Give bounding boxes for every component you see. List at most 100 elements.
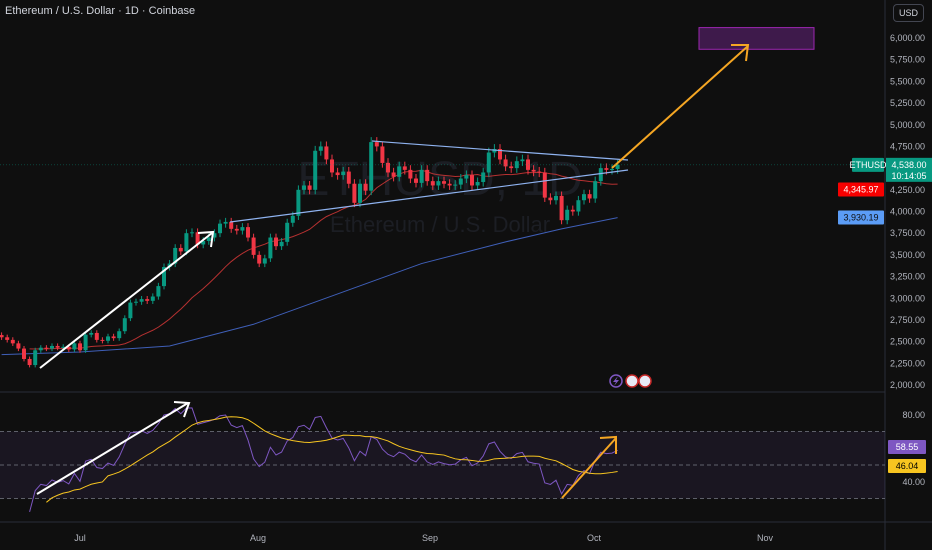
candle: [184, 229, 189, 256]
candle-body: [195, 232, 200, 245]
candle: [475, 177, 480, 190]
lightning-glyph: [613, 376, 619, 386]
candle-body: [492, 149, 497, 153]
candle: [537, 166, 542, 178]
candle-body: [50, 345, 54, 349]
candle-body: [324, 146, 329, 160]
candle: [268, 233, 273, 262]
candle-body: [27, 358, 32, 366]
candle-body: [139, 299, 144, 302]
rsi-badge-bg: [888, 440, 926, 454]
candle: [145, 296, 150, 304]
price-tick-label: 5,500.00: [890, 76, 925, 86]
candle: [548, 193, 553, 205]
candle-body: [386, 162, 390, 173]
candle-body: [66, 346, 71, 350]
candle-body: [201, 240, 206, 245]
last-price-badge: 4,538.00: [891, 160, 926, 170]
rsi-ma-badge: 46.04: [896, 461, 919, 471]
candle: [587, 189, 592, 203]
candle-body: [246, 227, 250, 238]
candle-body: [44, 347, 49, 349]
candle-body: [464, 175, 469, 179]
candle: [610, 164, 614, 175]
candle-body: [128, 302, 133, 319]
currency-button[interactable]: USD: [892, 4, 924, 22]
time-tick-label: Sep: [422, 533, 438, 543]
candle: [363, 179, 368, 196]
symbol-badge: ETHUSD: [849, 160, 887, 170]
price-tick-label: 2,250.00: [890, 358, 925, 368]
candle-body: [313, 150, 318, 190]
candle-body: [537, 171, 542, 173]
candle: [33, 347, 38, 368]
candle: [0, 332, 4, 340]
candle-body: [318, 146, 323, 151]
candle: [150, 293, 155, 304]
arrow-head-icon: [599, 435, 617, 454]
candle-body: [223, 221, 228, 224]
candle: [5, 334, 10, 343]
candle: [218, 219, 222, 238]
candle: [346, 166, 351, 189]
price-tick-label: 5,750.00: [890, 55, 925, 65]
candle-body: [554, 195, 558, 201]
candle-body: [363, 183, 368, 191]
candle-body: [615, 164, 620, 169]
candle: [447, 179, 452, 190]
candle: [38, 345, 43, 353]
candle-body: [559, 195, 564, 221]
ma-slow-badge-bg: [838, 210, 884, 225]
candle-body: [78, 343, 82, 351]
candle-body: [240, 227, 245, 231]
candle: [559, 191, 564, 225]
candle-body: [576, 200, 581, 212]
candle-body: [111, 336, 116, 339]
candle: [83, 331, 88, 353]
candle-body: [335, 172, 340, 176]
lightning-icon: [609, 374, 623, 388]
price-tick-label: 2,000.00: [890, 380, 925, 390]
candle: [106, 333, 110, 344]
candle: [257, 251, 262, 268]
candle-body: [229, 221, 234, 229]
candle-body: [72, 343, 77, 350]
candle-body: [206, 237, 211, 241]
candle-body: [117, 331, 122, 339]
candle-body: [55, 345, 60, 348]
orange-arrow-line: [611, 45, 749, 169]
candle-body: [296, 189, 301, 216]
ma-slow-line: [1, 217, 618, 356]
candle: [458, 173, 463, 190]
price-tick-label: 5,250.00: [890, 98, 925, 108]
candle-body: [341, 171, 346, 176]
candle-body: [251, 237, 256, 255]
candle: [419, 165, 424, 188]
time-tick-label: Jul: [74, 533, 86, 543]
rsi-orange-arrow-line: [561, 437, 617, 499]
candle: [111, 333, 116, 341]
candle-body: [402, 166, 407, 170]
price-tick-label: 2,500.00: [890, 337, 925, 347]
candle: [565, 205, 570, 225]
candle-body: [430, 181, 435, 186]
candle-body: [380, 146, 385, 163]
price-tick-label: 3,750.00: [890, 228, 925, 238]
candle-body: [352, 183, 357, 203]
candle-body: [83, 334, 88, 351]
candle: [414, 173, 418, 188]
candle-body: [397, 166, 402, 177]
white-arrow-line: [39, 232, 213, 369]
candle: [380, 141, 385, 168]
candle-body: [374, 142, 379, 147]
candle: [470, 170, 474, 190]
candle-body: [470, 175, 474, 186]
candle: [425, 165, 430, 186]
candle-body: [610, 168, 614, 170]
candle-body: [156, 286, 161, 297]
countdown-badge: 10:14:05: [891, 171, 926, 181]
candle-body: [346, 171, 351, 184]
candle: [262, 254, 267, 268]
candle: [391, 167, 396, 182]
